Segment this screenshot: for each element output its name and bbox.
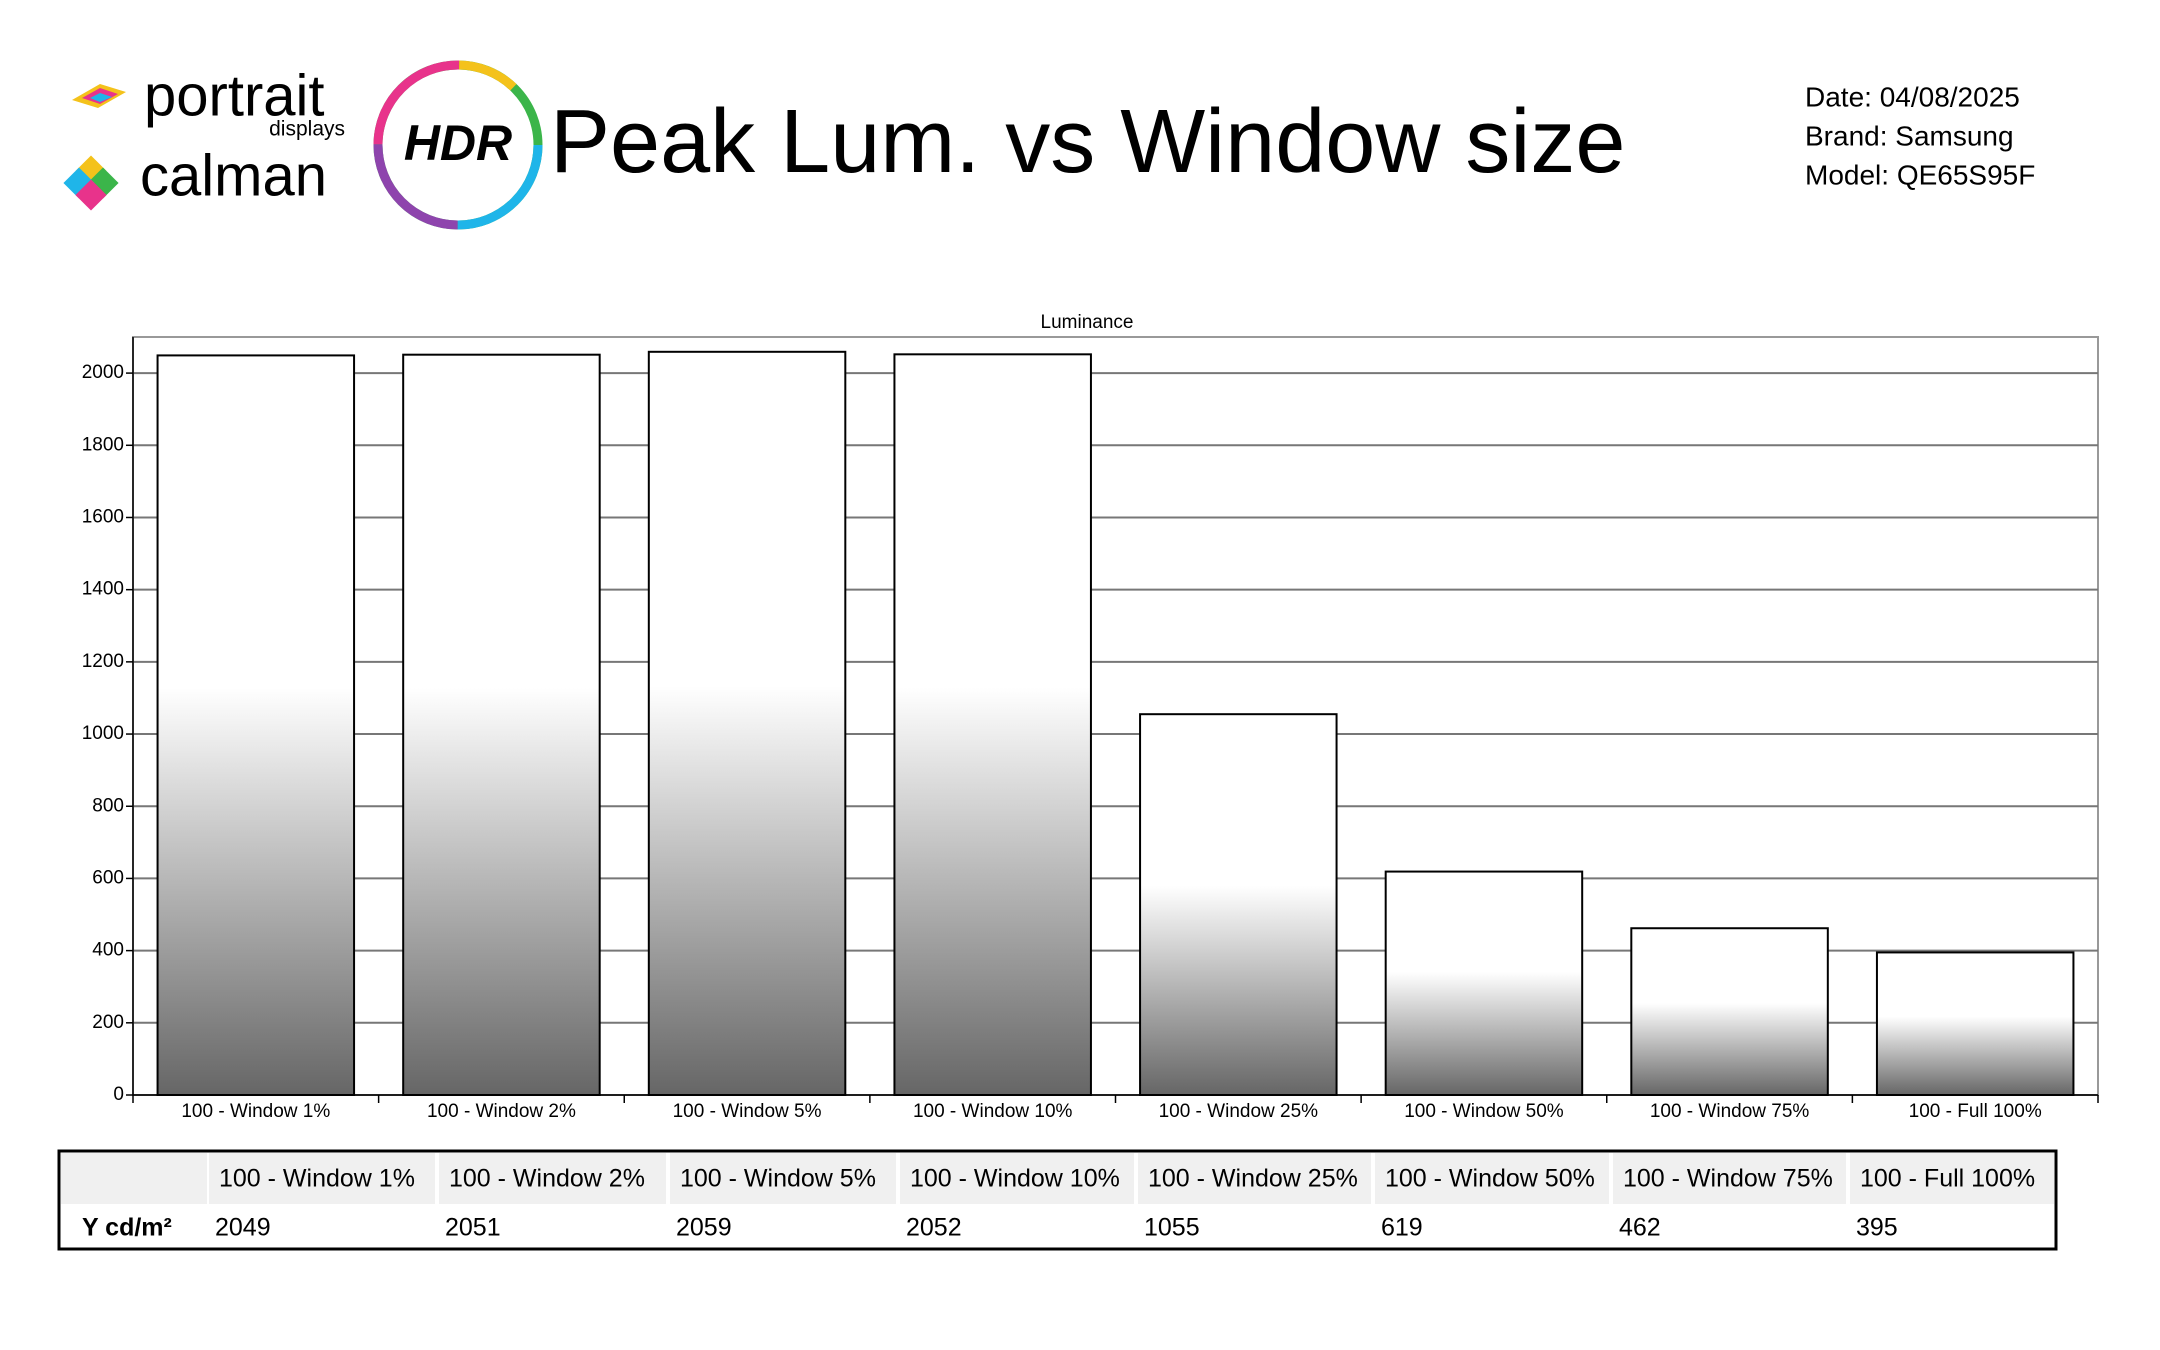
table-header-cell — [670, 1153, 896, 1204]
bar — [893, 353, 1092, 1096]
x-tick-label: 100 - Window 50% — [1404, 1101, 1564, 1122]
bar — [1384, 870, 1584, 1097]
row-label: Y cd/m² — [82, 1214, 172, 1242]
hdr-badge: HDR — [373, 60, 543, 230]
page-title: Peak Lum. vs Window size — [550, 92, 1625, 192]
y-tick-label: 1600 — [82, 506, 124, 527]
table-header-cell — [439, 1153, 666, 1204]
x-tick-label: 100 - Window 1% — [181, 1101, 330, 1122]
y-tick-label: 600 — [92, 867, 124, 888]
table-header-cell — [209, 1153, 435, 1204]
y-tick-label: 800 — [92, 795, 124, 816]
logo: portrait displays calman — [63, 63, 345, 211]
bar — [1139, 713, 1338, 1096]
logo-text: portrait — [144, 63, 325, 128]
table-header-cell — [1850, 1153, 2054, 1204]
table-value: 462 — [1619, 1214, 1661, 1242]
y-tick-label: 200 — [92, 1012, 124, 1033]
x-tick-label: 100 - Window 5% — [673, 1101, 822, 1122]
table-value: 2049 — [215, 1214, 271, 1242]
x-tick-label: 100 - Full 100% — [1909, 1101, 2042, 1122]
meta-model: Model: QE65S95F — [1805, 159, 2035, 190]
table-value: 2059 — [676, 1214, 732, 1242]
x-tick-label: 100 - Window 2% — [427, 1101, 576, 1122]
y-tick-label: 400 — [92, 940, 124, 961]
table-corner — [61, 1153, 207, 1204]
table-header-cell — [1138, 1153, 1371, 1204]
meta-date: Date: 04/08/2025 — [1805, 81, 2020, 112]
bar — [402, 353, 601, 1097]
table-header-cell — [1613, 1153, 1846, 1204]
bar — [647, 350, 847, 1096]
table-header-cell — [900, 1153, 1134, 1204]
y-tick-label: 1400 — [82, 579, 124, 600]
y-tick-label: 2000 — [82, 362, 124, 383]
table-header: 100 - Window 5% — [680, 1165, 876, 1193]
table-header: 100 - Full 100% — [1860, 1165, 2035, 1193]
bar — [1875, 951, 2075, 1097]
bar — [1630, 927, 1829, 1096]
table-header: 100 - Window 2% — [449, 1165, 645, 1193]
x-tick-label: 100 - Window 75% — [1650, 1101, 1810, 1122]
table-header: 100 - Window 50% — [1385, 1165, 1595, 1193]
table-value: 2051 — [445, 1214, 501, 1242]
y-tick-label: 1800 — [82, 434, 124, 455]
logo-text: calman — [140, 143, 327, 208]
table-header: 100 - Window 25% — [1148, 1165, 1358, 1193]
logo-subtext: displays — [269, 118, 345, 141]
badge-text: HDR — [404, 115, 512, 171]
x-tick-label: 100 - Window 10% — [913, 1101, 1073, 1122]
bar — [156, 354, 356, 1096]
y-tick-label: 0 — [113, 1084, 124, 1105]
table-value: 1055 — [1144, 1214, 1200, 1242]
meta-brand: Brand: Samsung — [1805, 120, 2014, 151]
table-header-cell — [1375, 1153, 1609, 1204]
x-tick-label: 100 - Window 25% — [1159, 1101, 1319, 1122]
table-value: 2052 — [906, 1214, 962, 1242]
table-value: 395 — [1856, 1214, 1898, 1242]
y-tick-label: 1200 — [82, 651, 124, 672]
chart-title: Luminance — [1041, 312, 1134, 333]
table-header: 100 - Window 10% — [910, 1165, 1120, 1193]
table-header: 100 - Window 1% — [219, 1165, 415, 1193]
table-frame — [57, 1149, 2058, 1251]
y-tick-label: 1000 — [82, 723, 124, 744]
table-header: 100 - Window 75% — [1623, 1165, 1833, 1193]
table-value: 619 — [1381, 1214, 1423, 1242]
